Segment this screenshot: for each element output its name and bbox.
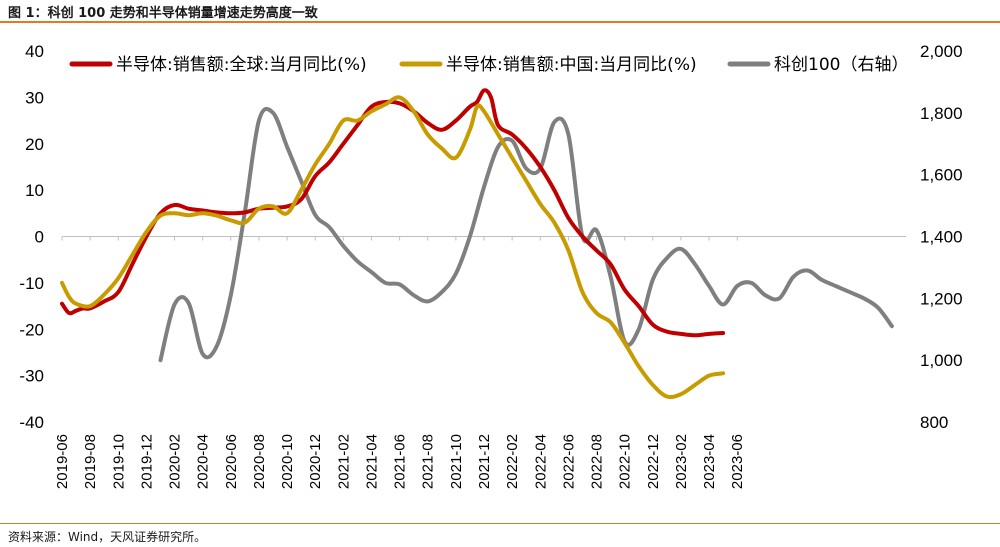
- y-left-tick-label: -20: [19, 320, 44, 339]
- figure-title: 图 1：科创 100 走势和半导体销量增速走势高度一致: [8, 6, 318, 21]
- x-tick-label: 2020-06: [223, 434, 240, 489]
- series-line-china: [60, 95, 726, 400]
- legend-label: 半导体:销售额:全球:当月同比(%): [116, 55, 367, 75]
- series-line-kc100: [158, 106, 894, 363]
- top-rule: [0, 21, 1000, 23]
- y-left-tick-label: -40: [19, 413, 44, 432]
- x-tick-label: 2020-10: [279, 434, 296, 489]
- y-left-tick-label: 30: [25, 88, 44, 107]
- y-left-tick-label: 0: [35, 228, 44, 247]
- x-axis: 2019-06 2019-08 2019-10 2019-12 2020-02 2020-…: [54, 236, 746, 489]
- y-right-tick-label: 1,600: [920, 166, 963, 185]
- y-left-tick-label: 20: [25, 135, 44, 154]
- legend: 半导体:销售额:全球:当月同比(%) 半导体:销售额:中国:当月同比(%) 科创10…: [69, 55, 908, 75]
- legend-label: 科创100（右轴）: [774, 55, 908, 75]
- y-right-tick-label: 1,400: [920, 228, 963, 247]
- x-tick-label: 2021-04: [363, 434, 380, 489]
- x-tick-label: 2020-12: [307, 434, 324, 489]
- x-tick-label: 2021-02: [335, 434, 352, 489]
- series-lines: [60, 88, 894, 400]
- x-tick-label: 2021-10: [448, 434, 465, 489]
- y-right-tick-label: 800: [920, 413, 948, 432]
- legend-item-china: 半导体:销售额:中国:当月同比(%): [399, 55, 697, 75]
- x-tick-label: 2020-02: [167, 434, 184, 489]
- x-tick-label: 2022-04: [532, 434, 549, 489]
- chart: 40 30 20 10 0 -10 -20 -30 -40 2,000 1,800 1,600 1,4…: [19, 42, 963, 489]
- series-line-global: [60, 88, 726, 338]
- y-right-tick-label: 2,000: [920, 42, 963, 61]
- legend-label: 半导体:销售额:中国:当月同比(%): [446, 55, 697, 75]
- x-tick-label: 2022-06: [560, 434, 577, 489]
- x-tick-label: 2021-12: [476, 434, 493, 489]
- y-left-tick-label: -10: [19, 274, 44, 293]
- y-right-tick-label: 1,200: [920, 289, 963, 308]
- x-tick-label: 2019-08: [82, 434, 99, 489]
- x-tick-label: 2021-06: [392, 434, 409, 489]
- y-right-tick-label: 1,000: [920, 351, 963, 370]
- x-tick-label: 2020-08: [251, 434, 268, 489]
- x-tick-label: 2019-12: [138, 434, 155, 489]
- y-right-axis: 2,000 1,800 1,600 1,400 1,200 1,000 800: [920, 42, 963, 432]
- x-tick-label: 2022-02: [504, 434, 521, 489]
- x-tick-label: 2019-06: [54, 434, 71, 489]
- x-tick-label: 2023-06: [729, 434, 746, 489]
- x-tick-label: 2022-08: [589, 434, 606, 489]
- x-tick-label: 2020-04: [195, 434, 212, 489]
- x-tick-label: 2019-10: [110, 434, 127, 489]
- x-tick-label: 2021-08: [420, 434, 437, 489]
- x-tick-label: 2023-04: [701, 434, 718, 489]
- x-tick-label: 2022-12: [645, 434, 662, 489]
- bottom-rule: [0, 523, 1000, 524]
- x-tick-label: 2023-02: [673, 434, 690, 489]
- y-left-tick-label: 40: [25, 42, 44, 61]
- y-left-tick-label: -30: [19, 367, 44, 386]
- y-left-axis: 40 30 20 10 0 -10 -20 -30 -40: [19, 42, 44, 432]
- legend-item-kc100: 科创100（右轴）: [727, 55, 908, 75]
- x-tick-label: 2022-10: [617, 434, 634, 489]
- legend-item-global: 半导体:销售额:全球:当月同比(%): [69, 55, 367, 75]
- y-left-tick-label: 10: [25, 181, 44, 200]
- y-right-tick-label: 1,800: [920, 104, 963, 123]
- source-note: 资料来源：Wind，天风证券研究所。: [8, 530, 207, 544]
